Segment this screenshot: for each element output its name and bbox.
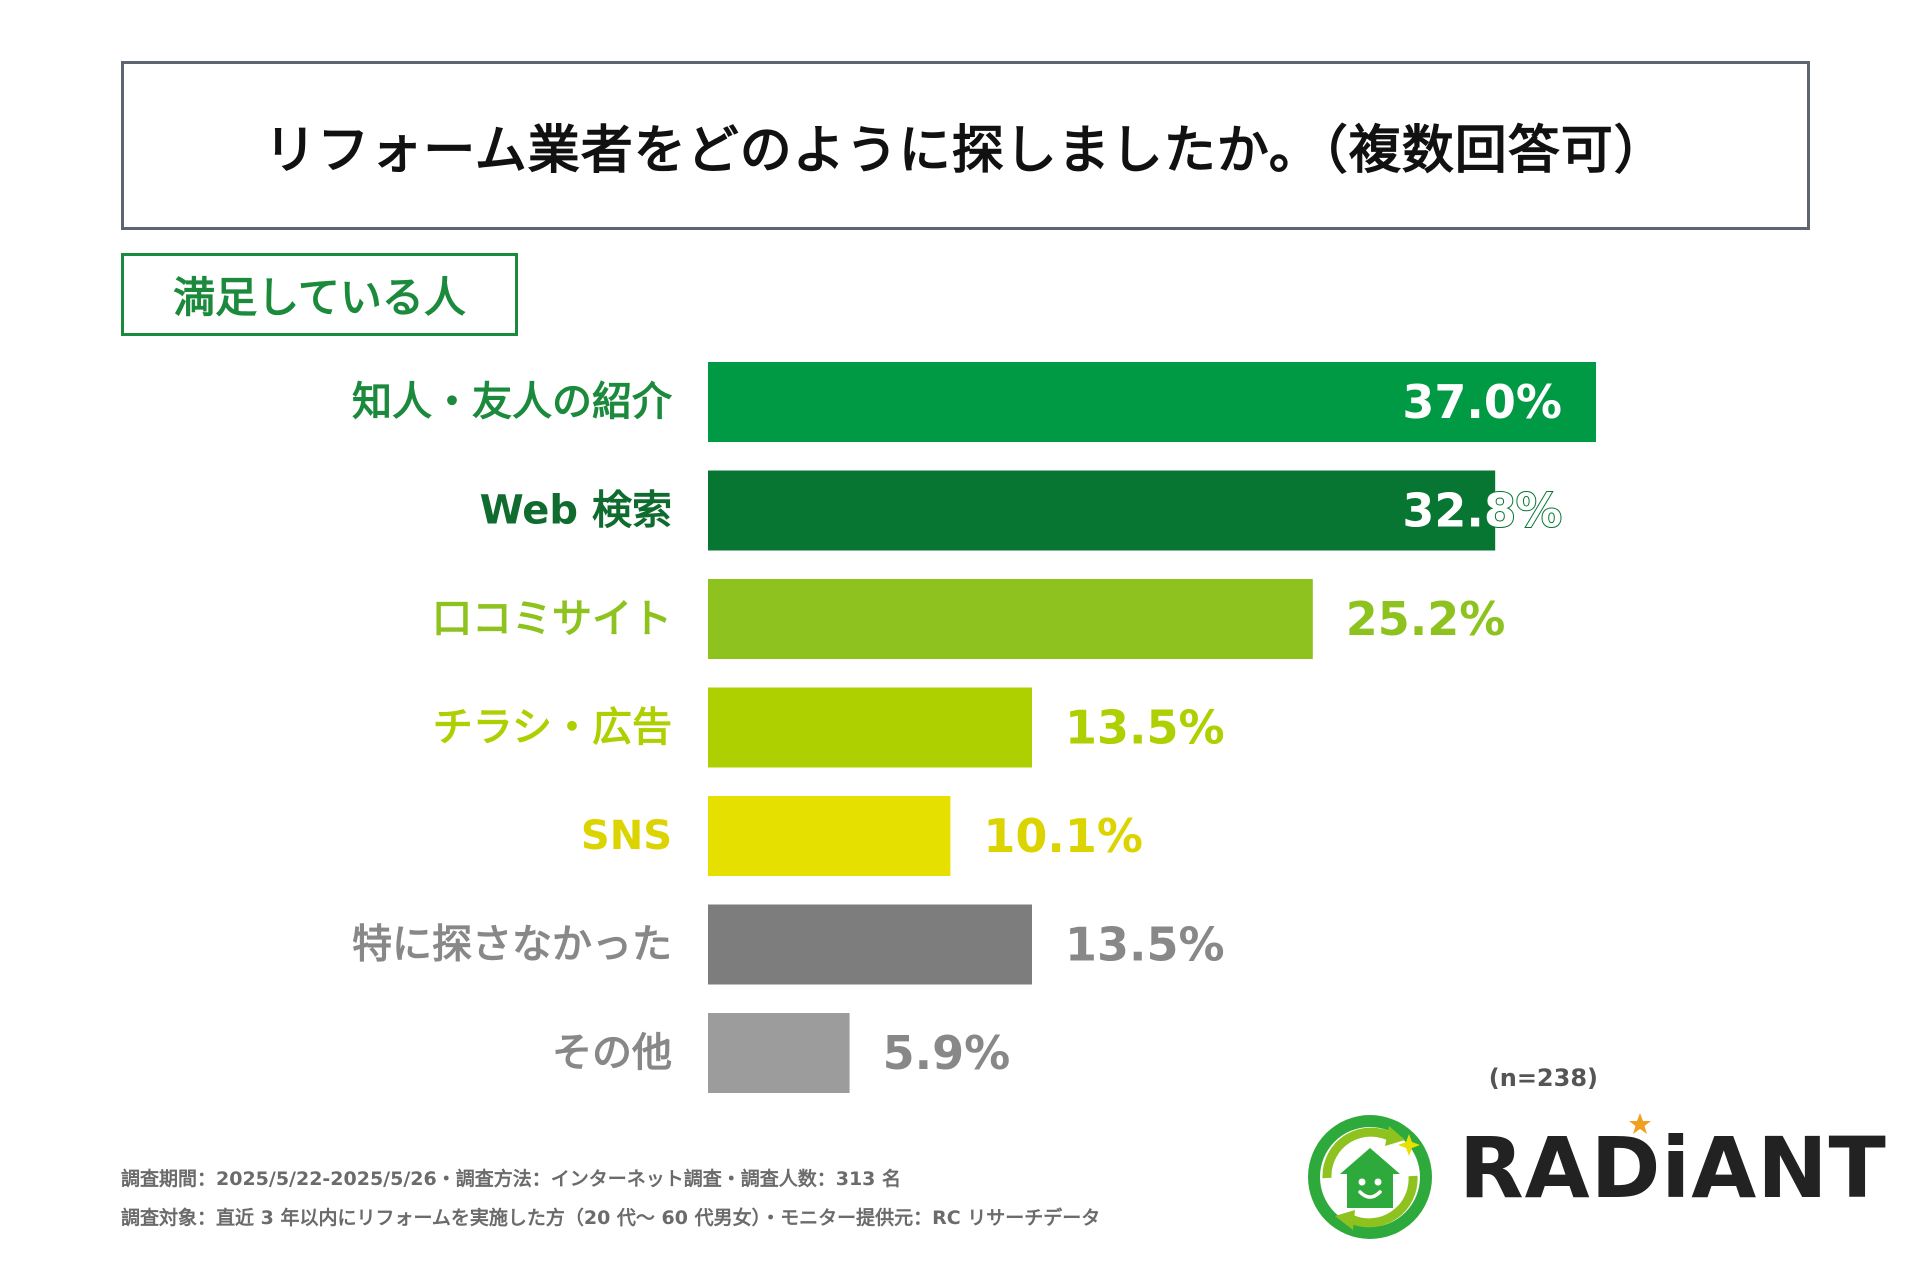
bar-3 — [708, 687, 1032, 768]
subtitle-box: 満足している人 — [121, 253, 518, 336]
bar-4 — [708, 796, 951, 876]
page-title: リフォーム業者をどのように探しましたか。（複数回答可） — [264, 121, 1667, 181]
value-label-0: 37.0% — [1402, 375, 1562, 429]
bars-group — [708, 362, 1596, 1093]
sample-size: (n=238) — [1488, 1064, 1598, 1092]
radiant-logo: RADiANT — [1305, 1112, 1886, 1242]
bar-1 — [708, 470, 1496, 551]
value-label-2: 25.2% — [1346, 592, 1506, 646]
category-label-6: その他 — [552, 1030, 672, 1076]
bar-0 — [708, 362, 1596, 442]
value-label-3: 13.5% — [1065, 701, 1225, 755]
value-label-5: 13.5% — [1065, 918, 1225, 972]
category-label-1: Web 検索 — [480, 488, 672, 534]
bar-6 — [708, 1013, 850, 1093]
value-label-6: 5.9% — [883, 1026, 1011, 1080]
value-label-1: 32.8% — [1402, 484, 1562, 538]
value-labels-group: 37.0% 32.8% 25.2% 13.5% 10.1% 13.5% 5.9% — [883, 375, 1563, 1080]
category-label-0: 知人・友人の紹介 — [352, 379, 673, 425]
category-label-3: チラシ・広告 — [433, 705, 672, 751]
bar-5 — [708, 904, 1032, 985]
segment-label: 満足している人 — [173, 273, 466, 322]
logo-wordmark: RADiANT — [1459, 1119, 1887, 1217]
category-label-5: 特に探さなかった — [352, 922, 672, 968]
category-label-2: 口コミサイト — [432, 596, 672, 642]
value-label-4: 10.1% — [983, 809, 1143, 863]
title-box: リフォーム業者をどのように探しましたか。（複数回答可） — [121, 61, 1810, 230]
house-recycle-logo-icon — [1308, 1115, 1432, 1239]
star-icon — [1629, 1113, 1651, 1134]
bar-2 — [708, 579, 1313, 659]
category-label-4: SNS — [581, 813, 672, 859]
footnote-survey-period: 調査期間：2025/5/22-2025/5/26・調査方法：インターネット調査・… — [121, 1168, 902, 1190]
footnote-survey-target: 調査対象：直近 3 年以内にリフォームを実施した方（20 代～ 60 代男女）・… — [121, 1207, 1101, 1229]
